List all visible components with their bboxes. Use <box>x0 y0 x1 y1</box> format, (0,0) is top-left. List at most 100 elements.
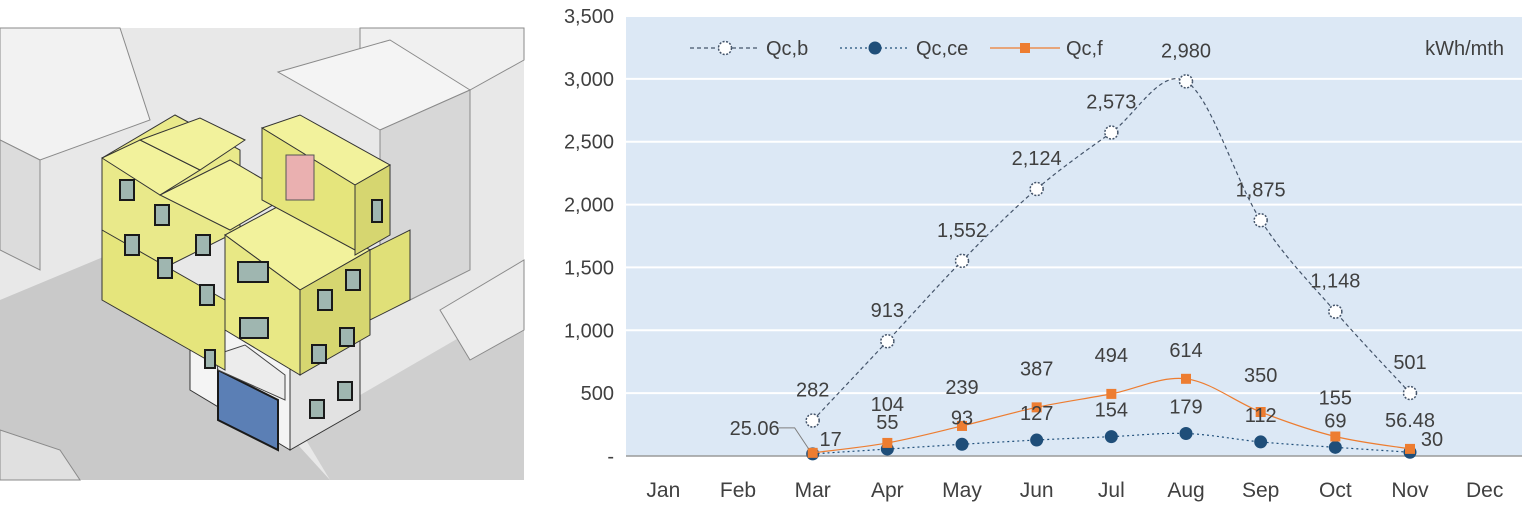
marker-filled-circle <box>1179 426 1193 440</box>
legend-label: Qc,ce <box>916 38 968 60</box>
legend-item-2: Qc,ce <box>840 38 968 60</box>
marker-open-circle <box>1253 213 1268 228</box>
data-label: 387 <box>1020 358 1053 380</box>
data-label: 93 <box>951 407 973 429</box>
data-label: 25.06 <box>730 418 780 440</box>
marker-open-circle <box>880 333 895 349</box>
gridlines <box>626 15 1522 395</box>
unit-label: kWh/mth <box>1425 38 1504 60</box>
data-label: 1,148 <box>1310 271 1360 293</box>
series-line <box>812 432 1411 455</box>
marker-open-circle <box>1029 181 1044 197</box>
window <box>337 381 353 401</box>
data-label: 127 <box>1020 403 1053 425</box>
legend: Qc,b Qc,ce Qc,f <box>690 38 1103 60</box>
legend-label: Qc,f <box>1066 38 1103 60</box>
marker-square <box>1330 431 1341 442</box>
data-label: 501 <box>1393 352 1426 374</box>
window <box>237 261 269 283</box>
data-label: 913 <box>871 300 904 322</box>
data-label: 2,573 <box>1086 92 1136 114</box>
x-tick-label: Jun <box>1020 479 1054 502</box>
building-render-image <box>0 0 540 507</box>
marker-square <box>1020 43 1030 53</box>
cooling-energy-chart: - 500 1,000 1,500 2,000 2,500 3,000 3,500 Jan Feb… <box>540 0 1529 507</box>
data-label: 2,124 <box>1012 148 1062 170</box>
marker-square <box>957 420 967 431</box>
window <box>239 317 269 339</box>
marker-filled-circle <box>1328 440 1342 454</box>
series-3 <box>807 373 1415 458</box>
marker-square <box>1031 402 1042 413</box>
axes: - 500 1,000 1,500 2,000 2,500 3,000 3,500 Jan Feb… <box>564 6 1522 502</box>
series-1 <box>805 74 1418 428</box>
window <box>195 234 211 256</box>
window <box>199 284 215 306</box>
window-group <box>119 179 383 419</box>
x-tick-label: Jan <box>646 479 680 502</box>
x-tick-label: Dec <box>1466 479 1503 502</box>
x-tick-label: May <box>942 479 982 502</box>
marker-square <box>1106 388 1117 399</box>
marker-square <box>1181 373 1191 384</box>
data-label: 614 <box>1169 340 1202 362</box>
window <box>339 327 355 347</box>
marker-open-circle <box>805 413 820 428</box>
data-label: 282 <box>796 380 829 402</box>
y-tick-label: 1,000 <box>564 320 614 342</box>
marker-filled-circle <box>955 437 969 451</box>
y-tick-label: 3,000 <box>564 69 614 91</box>
data-label: 69 <box>1324 410 1346 432</box>
y-tick-label: 3,500 <box>564 6 614 28</box>
entrance-canopy <box>214 344 286 401</box>
data-label: 155 <box>1319 388 1352 410</box>
window <box>204 349 216 369</box>
data-label: 350 <box>1244 365 1277 387</box>
marker-filled-circle <box>1254 435 1268 449</box>
data-label: 1,552 <box>937 220 987 242</box>
data-label: 1,875 <box>1236 179 1286 201</box>
x-tick-label: Nov <box>1391 479 1429 502</box>
data-label: 56.48 <box>1385 410 1435 432</box>
module-right-face <box>369 229 411 321</box>
neighbour-block <box>0 27 151 161</box>
marker-square <box>1255 407 1266 417</box>
legend-label: Qc,b <box>766 38 808 60</box>
window <box>371 199 383 223</box>
neighbour-block-side <box>0 139 41 271</box>
window <box>154 204 170 226</box>
plot-area <box>626 16 1522 456</box>
pink-door-panel <box>285 154 315 201</box>
marker-square <box>882 437 893 448</box>
marker-open-circle <box>717 40 733 56</box>
data-label: 112 <box>1245 405 1277 427</box>
data-label: 154 <box>1095 400 1128 422</box>
x-tick-label: Feb <box>720 479 756 502</box>
chart-svg: - 500 1,000 1,500 2,000 2,500 3,000 3,500 Jan Feb… <box>564 6 1522 502</box>
marker-filled-circle <box>1030 433 1044 447</box>
data-label: 17 <box>820 429 842 451</box>
data-label: 494 <box>1095 345 1128 367</box>
data-label: 2,980 <box>1161 40 1211 62</box>
x-tick-label: Oct <box>1319 479 1352 502</box>
label-leader-line <box>778 427 810 450</box>
marker-square <box>1405 443 1415 454</box>
y-tick-label: 2,000 <box>564 195 614 217</box>
window <box>311 344 327 364</box>
marker-open-circle <box>1402 385 1418 401</box>
data-label: 30 <box>1421 429 1443 451</box>
x-tick-label: Aug <box>1167 479 1204 502</box>
y-tick-label: 500 <box>581 383 614 405</box>
data-label: 239 <box>945 377 978 399</box>
window <box>119 179 135 201</box>
series <box>805 74 1418 461</box>
marker-open-circle <box>954 253 970 269</box>
neighbour-block-corner <box>0 429 81 481</box>
data-labels: 282 913 1,552 2,124 2,573 2,980 1,875 1,148 501 1… <box>730 40 1443 451</box>
x-tick-label: Apr <box>871 479 904 502</box>
marker-filled-circle <box>868 41 882 55</box>
marker-filled-circle <box>1104 430 1118 444</box>
legend-item-1: Qc,b <box>690 38 808 60</box>
y-tick-label: 2,500 <box>564 132 614 154</box>
marker-open-circle <box>1328 304 1343 319</box>
